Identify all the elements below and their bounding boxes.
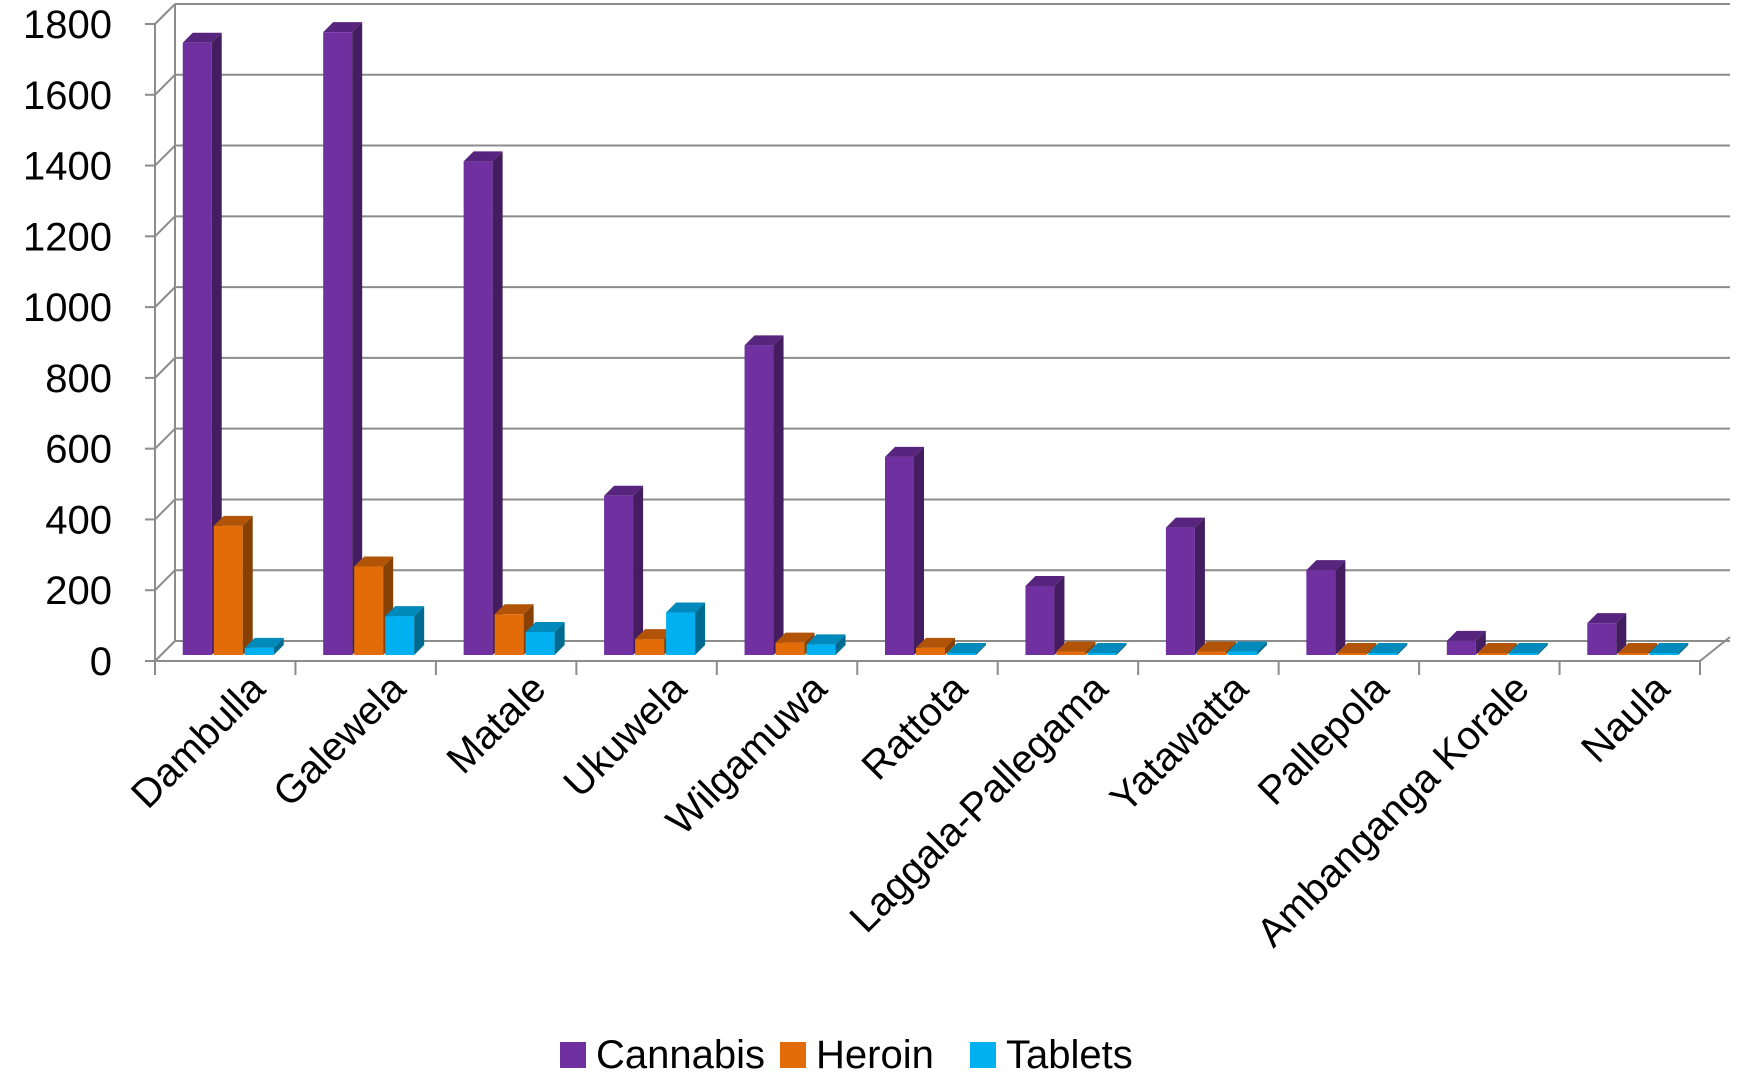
legend-label: Tablets xyxy=(1006,1033,1133,1077)
x-tick-label: Pallepola xyxy=(1250,666,1398,814)
y-tick-label: 600 xyxy=(45,428,112,472)
x-tick-label: Laggala-Pallegama xyxy=(841,666,1116,941)
gridline-side xyxy=(154,427,176,450)
gridline-side xyxy=(154,498,176,521)
x-tick-label: Matale xyxy=(438,666,554,782)
y-tick-label: 0 xyxy=(90,640,112,684)
bar-tablets xyxy=(385,606,425,655)
bar-tablets xyxy=(244,637,284,655)
bar-cannabis xyxy=(463,151,503,655)
x-tick-label: Rattota xyxy=(854,666,977,789)
y-tick-label: 400 xyxy=(45,498,112,542)
y-tick-label: 1600 xyxy=(23,74,112,118)
y-tick-label: 1000 xyxy=(23,286,112,330)
gridline-side xyxy=(154,286,176,308)
legend-label: Cannabis xyxy=(596,1033,765,1077)
bar-cannabis xyxy=(1165,517,1205,655)
legend-swatch xyxy=(780,1042,806,1068)
gridline-side xyxy=(154,640,176,662)
legend: Cannabis Heroin Tablets xyxy=(560,1033,1133,1077)
bar-cannabis xyxy=(1446,630,1486,655)
x-tick-label: Naula xyxy=(1573,666,1679,772)
bar-tablets xyxy=(1649,643,1689,655)
bar-cannabis xyxy=(182,32,222,656)
bar-tablets xyxy=(1508,643,1548,655)
y-tick-label: 1800 xyxy=(23,3,112,47)
floor-edge xyxy=(1699,636,1731,662)
axes xyxy=(145,4,1731,675)
bar-heroin xyxy=(213,515,253,655)
bar-cannabis xyxy=(1306,560,1346,655)
bar-heroin xyxy=(1477,643,1517,655)
bar-tablets xyxy=(666,602,706,655)
y-tick-label: 1200 xyxy=(23,215,112,259)
bar-heroin xyxy=(1056,641,1096,655)
legend-item-heroin: Heroin xyxy=(780,1033,934,1077)
bar-tablets xyxy=(947,643,986,655)
y-tick-label: 800 xyxy=(45,357,112,401)
bar-tablets xyxy=(806,634,846,655)
gridline-side xyxy=(154,74,176,96)
legend-item-cannabis: Cannabis xyxy=(560,1033,765,1077)
x-tick-label: Ukuwela xyxy=(555,666,695,806)
x-tick-label: Dambulla xyxy=(123,666,274,817)
legend-label: Heroin xyxy=(816,1033,934,1077)
bar-cannabis xyxy=(885,446,924,655)
bar-cannabis xyxy=(323,22,363,655)
gridline-side xyxy=(154,215,176,238)
bar-heroin xyxy=(1618,643,1658,655)
x-tick-label: Ambanganga Korale xyxy=(1249,666,1538,955)
bar-cannabis xyxy=(1587,613,1627,655)
legend-item-tablets: Tablets xyxy=(970,1033,1133,1077)
bars xyxy=(182,22,1689,656)
gridline-side xyxy=(154,357,176,379)
y-tick-label: 200 xyxy=(45,569,112,613)
bar-tablets xyxy=(525,621,565,655)
y-tick-label: 1400 xyxy=(23,145,112,189)
x-tick-label: Yatawatta xyxy=(1102,666,1257,821)
bar-tablets xyxy=(1227,641,1267,655)
bar-tablets xyxy=(1087,643,1127,655)
bar-tablets xyxy=(1368,643,1408,655)
gridlines xyxy=(154,3,1730,662)
bar-heroin xyxy=(494,604,534,655)
gridline-side xyxy=(154,144,176,167)
bar-cannabis xyxy=(744,335,784,655)
gridline-side xyxy=(154,3,176,25)
gridline-side xyxy=(154,569,176,591)
legend-swatch xyxy=(970,1042,996,1068)
bar-heroin xyxy=(1337,643,1377,655)
bar-cannabis xyxy=(1025,575,1065,655)
bar-heroin xyxy=(916,637,955,655)
x-tick-label: Galewela xyxy=(265,666,415,816)
bar-cannabis xyxy=(604,485,644,655)
legend-swatch xyxy=(560,1042,586,1068)
